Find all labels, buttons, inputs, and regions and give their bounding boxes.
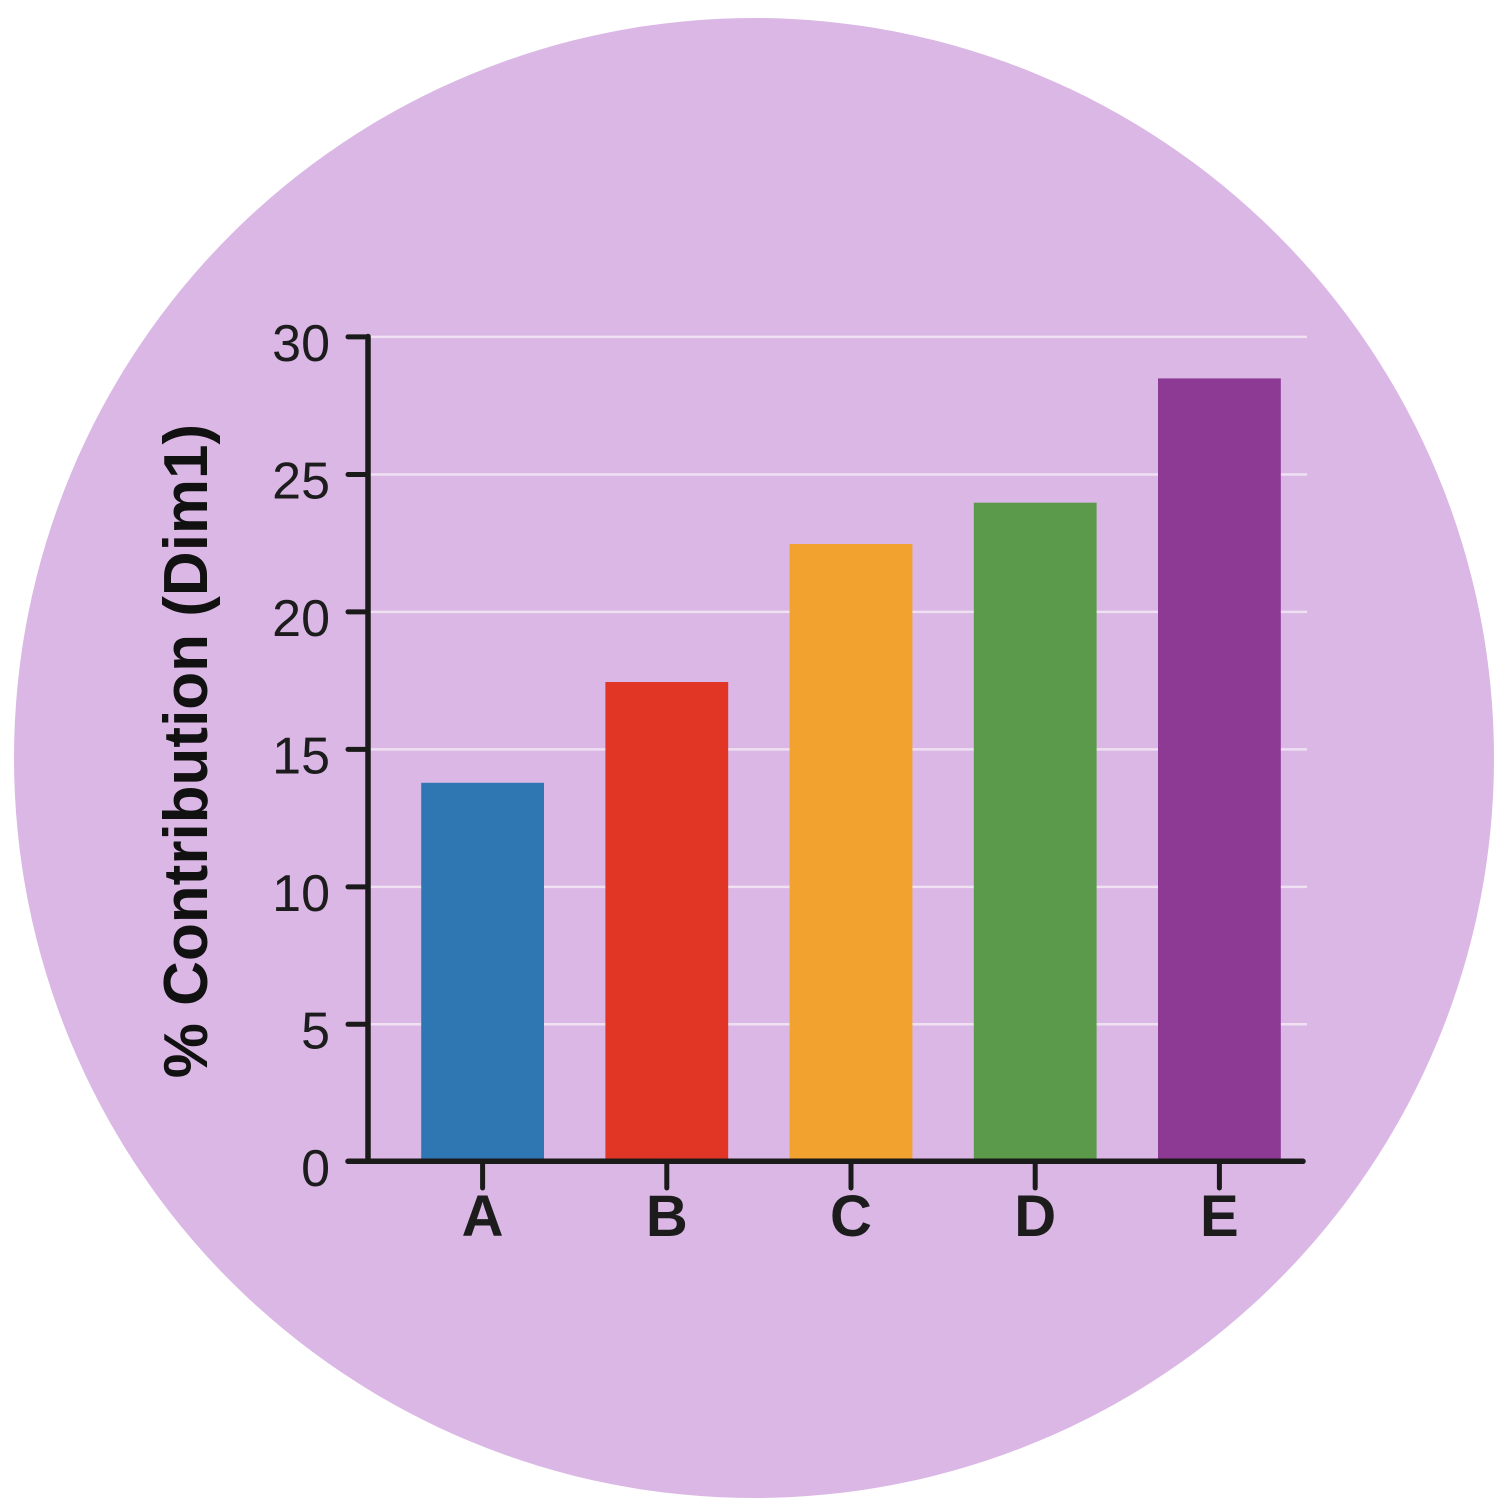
svg-text:15: 15 [272, 728, 330, 786]
svg-text:E: E [1200, 1184, 1239, 1249]
svg-text:D: D [1014, 1184, 1056, 1249]
svg-text:5: 5 [301, 1003, 330, 1061]
svg-text:20: 20 [272, 590, 330, 648]
svg-text:10: 10 [272, 865, 330, 923]
svg-text:0: 0 [301, 1140, 330, 1198]
svg-text:25: 25 [272, 453, 330, 511]
svg-text:% Contribution (Dim1): % Contribution (Dim1) [152, 424, 221, 1078]
svg-text:C: C [830, 1184, 872, 1249]
svg-text:B: B [646, 1184, 688, 1249]
svg-text:A: A [462, 1184, 504, 1249]
svg-text:30: 30 [272, 315, 330, 373]
